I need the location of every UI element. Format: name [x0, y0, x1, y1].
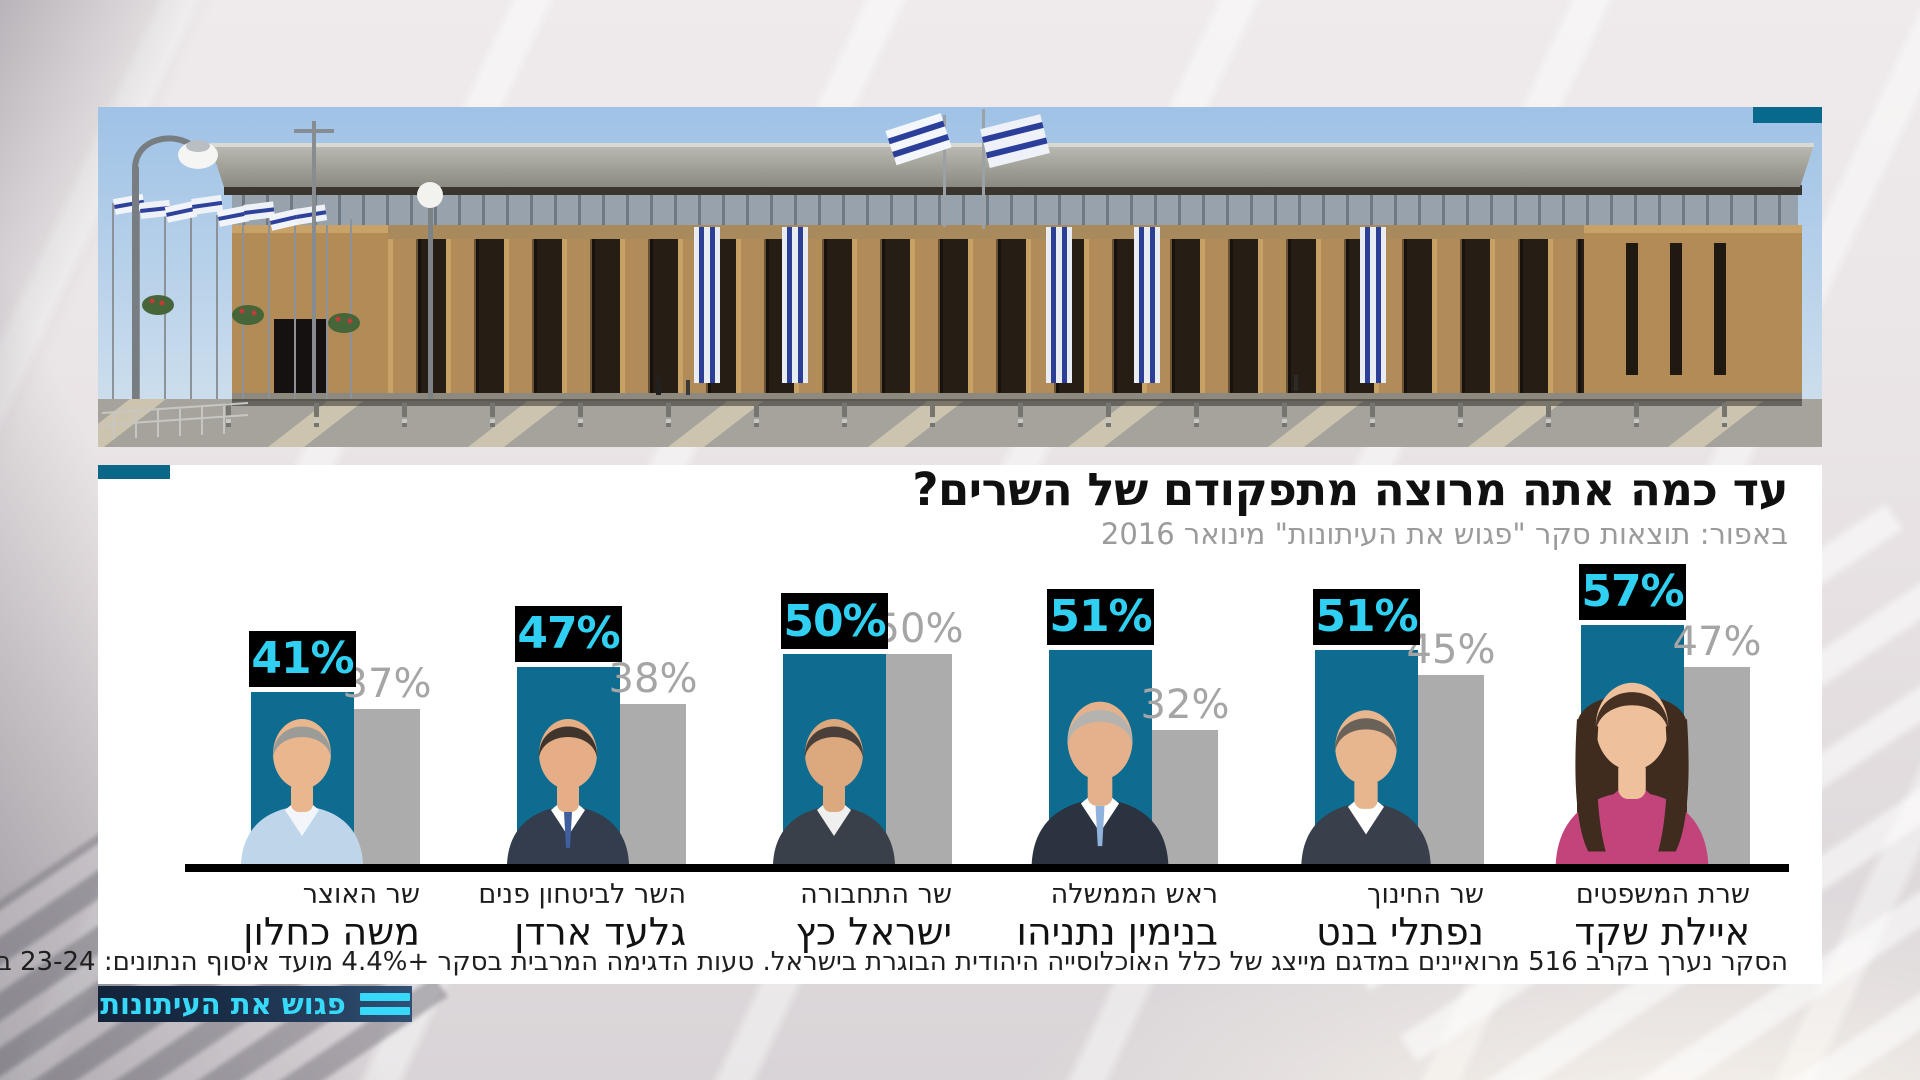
minister-role: שר החינוך — [1367, 879, 1484, 910]
minister-portrait — [773, 719, 895, 864]
show-logo: פגוש את העיתונות — [98, 986, 412, 1022]
minister-portrait — [1301, 710, 1431, 864]
minister-name: איילת שקד — [1574, 910, 1750, 954]
poll-title: עד כמה אתה מרוצה מתפקודם של השרים? — [912, 463, 1788, 516]
flower-baskets — [142, 295, 360, 333]
previous-percent-label: 38% — [608, 656, 698, 703]
previous-percent-label: 50% — [874, 606, 964, 652]
poll-subtitle: באפור: תוצאות סקר "פגוש את העיתונות" מינ… — [1100, 517, 1788, 551]
current-percent-badge: 47% — [515, 605, 622, 662]
chart-baseline — [185, 864, 1789, 872]
minister-portrait — [1555, 682, 1709, 864]
current-percent-value: 50% — [783, 595, 886, 647]
methodology-footnote: הסקר נערך בקרב 516 מרואיינים במדגם מייצג… — [0, 947, 1788, 977]
minister-portrait — [507, 719, 629, 864]
poll-panel: עד כמה אתה מרוצה מתפקודם של השרים? באפור… — [0, 463, 1822, 984]
minister-portrait — [1031, 701, 1169, 864]
current-percent-value: 41% — [251, 633, 354, 685]
current-percent-value: 47% — [517, 608, 620, 660]
photo-corner-tab — [1753, 107, 1822, 123]
minister-group-shaked: 57% 47% — [1555, 465, 1761, 954]
minister-group-bennett: 51% 45% — [1301, 465, 1495, 954]
minister-name: נפתלי בנט — [1316, 910, 1484, 954]
ramp-railing — [101, 402, 249, 439]
current-percent-badge: 41% — [249, 630, 356, 687]
minister-role: שרת המשפטים — [1575, 879, 1750, 910]
approval-bar-previous — [620, 704, 686, 864]
minister-role: שר התחבורה — [800, 879, 952, 910]
approval-bar-previous — [886, 654, 952, 864]
current-percent-value: 51% — [1049, 591, 1152, 643]
current-percent-badge: 51% — [1047, 588, 1154, 645]
approval-bar-previous — [354, 708, 420, 864]
center-flags — [885, 109, 1050, 229]
current-percent-badge: 51% — [1313, 588, 1420, 645]
previous-percent-label: 47% — [1672, 618, 1762, 665]
current-percent-badge: 57% — [1579, 563, 1686, 620]
minister-group-katz: 50% 50% — [773, 465, 963, 954]
minister-group-kahlon: 41% 37% — [241, 465, 431, 954]
flag-banners — [694, 227, 1386, 383]
minister-name: ישראל כץ — [795, 910, 952, 954]
current-percent-value: 57% — [1581, 566, 1684, 618]
minister-name: גלעד ארדן — [514, 910, 686, 954]
previous-percent-label: 45% — [1406, 627, 1496, 673]
minister-group-erdan: 47% 38% — [478, 465, 697, 954]
panel-accent-bar — [98, 465, 170, 479]
minister-role: השר לביטחון פנים — [478, 879, 686, 910]
double-bars-icon — [359, 993, 410, 1015]
flag-row — [112, 193, 352, 399]
minister-portrait — [241, 719, 363, 864]
minister-role: ראש הממשלה — [1050, 879, 1218, 910]
minister-role: שר האוצר — [302, 879, 420, 910]
minister-name: בנימין נתניהו — [1016, 910, 1218, 954]
previous-percent-label: 32% — [1140, 681, 1230, 728]
current-percent-value: 51% — [1315, 591, 1418, 643]
knesset-building-illustration — [98, 107, 1822, 447]
knesset-photo — [98, 107, 1822, 447]
minister-name: משה כחלון — [243, 910, 420, 954]
pedestrians — [656, 375, 1298, 395]
show-logo-text: פגוש את העיתונות — [100, 987, 346, 1021]
bar-chart: 41% 37% — [185, 465, 1789, 954]
approval-bar-previous — [1418, 675, 1484, 864]
minister-group-netanyahu: 51% 32% — [1016, 465, 1229, 954]
previous-percent-label: 37% — [342, 660, 432, 707]
current-percent-badge: 50% — [781, 593, 888, 649]
street-lamps — [132, 121, 443, 399]
